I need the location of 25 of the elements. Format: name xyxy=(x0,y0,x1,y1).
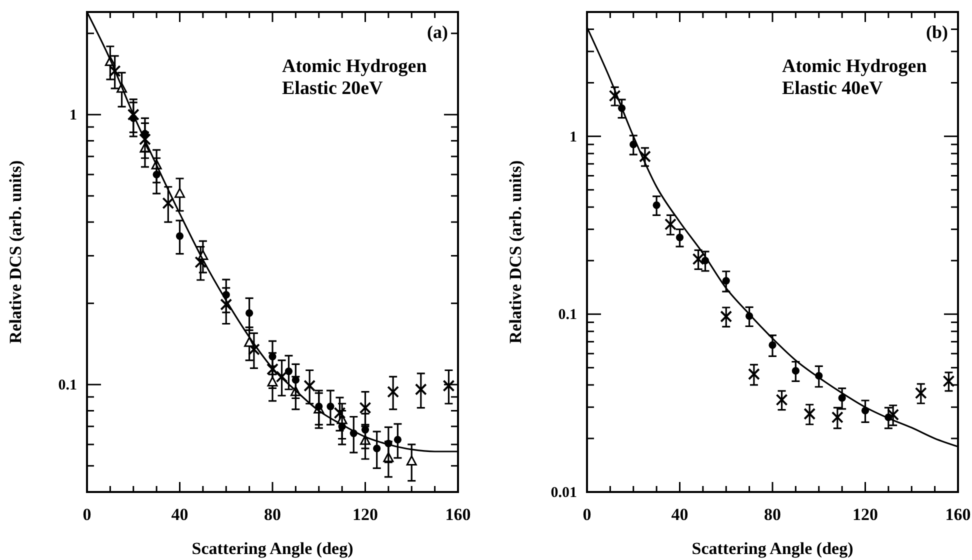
annotation: Atomic Hydrogen xyxy=(782,56,928,77)
x-tick-label: 40 xyxy=(171,505,188,524)
x-tick-label: 0 xyxy=(582,505,592,524)
text: (b) xyxy=(926,22,948,42)
x-tick-label: 160 xyxy=(445,505,471,524)
y-tick-label: 1 xyxy=(70,108,77,124)
y-axis-title: Relative DCS (arb. units) xyxy=(6,160,25,344)
y-tick-label: 0.01 xyxy=(550,485,577,501)
y-tick-label: 0.1 xyxy=(58,378,77,394)
x-tick-label: 80 xyxy=(264,505,281,524)
x-tick-label: 40 xyxy=(671,505,688,524)
text: (a) xyxy=(427,22,448,42)
x-axis-title: Scattering Angle (deg) xyxy=(692,539,854,558)
x-axis-title: Scattering Angle (deg) xyxy=(192,539,354,558)
x-tick-label: 160 xyxy=(945,505,971,524)
x-tick-label: 0 xyxy=(82,505,92,524)
annotation: Elastic 40eV xyxy=(782,78,884,99)
y-tick-label: 1 xyxy=(570,129,577,146)
x-tick-label: 120 xyxy=(352,505,378,524)
y-axis-title: Relative DCS (arb. units) xyxy=(506,160,525,344)
annotation: Elastic 20eV xyxy=(282,78,384,99)
annotation: Atomic Hydrogen xyxy=(282,56,428,77)
x-tick-label: 120 xyxy=(852,505,878,524)
y-tick-label: 0.1 xyxy=(558,307,577,324)
x-tick-label: 80 xyxy=(764,505,781,524)
